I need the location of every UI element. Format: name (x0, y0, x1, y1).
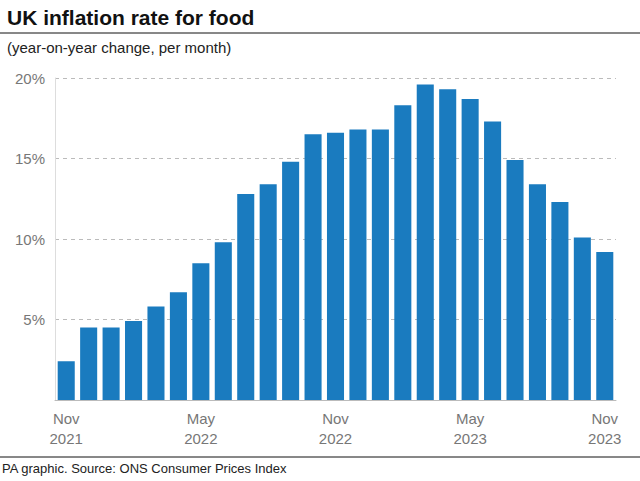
svg-text:Nov: Nov (53, 410, 80, 427)
svg-text:UK inflation rate for food: UK inflation rate for food (7, 6, 254, 29)
svg-text:15%: 15% (15, 150, 45, 167)
svg-text:2021: 2021 (50, 430, 83, 447)
svg-text:2023: 2023 (453, 430, 486, 447)
svg-text:2023: 2023 (588, 430, 621, 447)
svg-text:May: May (456, 410, 485, 427)
svg-text:(year-on-year change, per mont: (year-on-year change, per month) (7, 39, 231, 56)
svg-text:Nov: Nov (322, 410, 349, 427)
svg-text:2022: 2022 (184, 430, 217, 447)
svg-text:5%: 5% (23, 311, 45, 328)
svg-text:May: May (187, 410, 216, 427)
svg-text:Nov: Nov (591, 410, 618, 427)
svg-text:2022: 2022 (319, 430, 352, 447)
svg-text:10%: 10% (15, 231, 45, 248)
svg-text:PA graphic. Source: ONS Consum: PA graphic. Source: ONS Consumer Prices … (2, 461, 287, 476)
svg-text:20%: 20% (15, 70, 45, 87)
